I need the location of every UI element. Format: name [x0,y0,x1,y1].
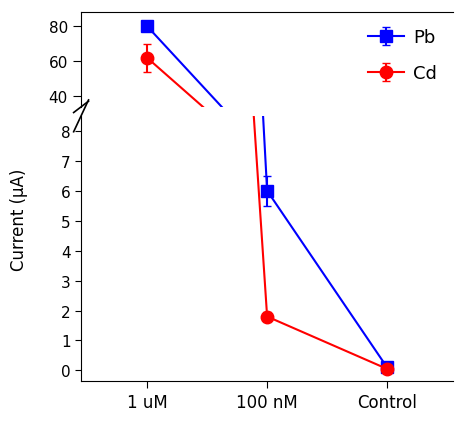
Legend: Pb, Cd: Pb, Cd [360,22,443,91]
Text: Current (μA): Current (μA) [10,168,28,270]
